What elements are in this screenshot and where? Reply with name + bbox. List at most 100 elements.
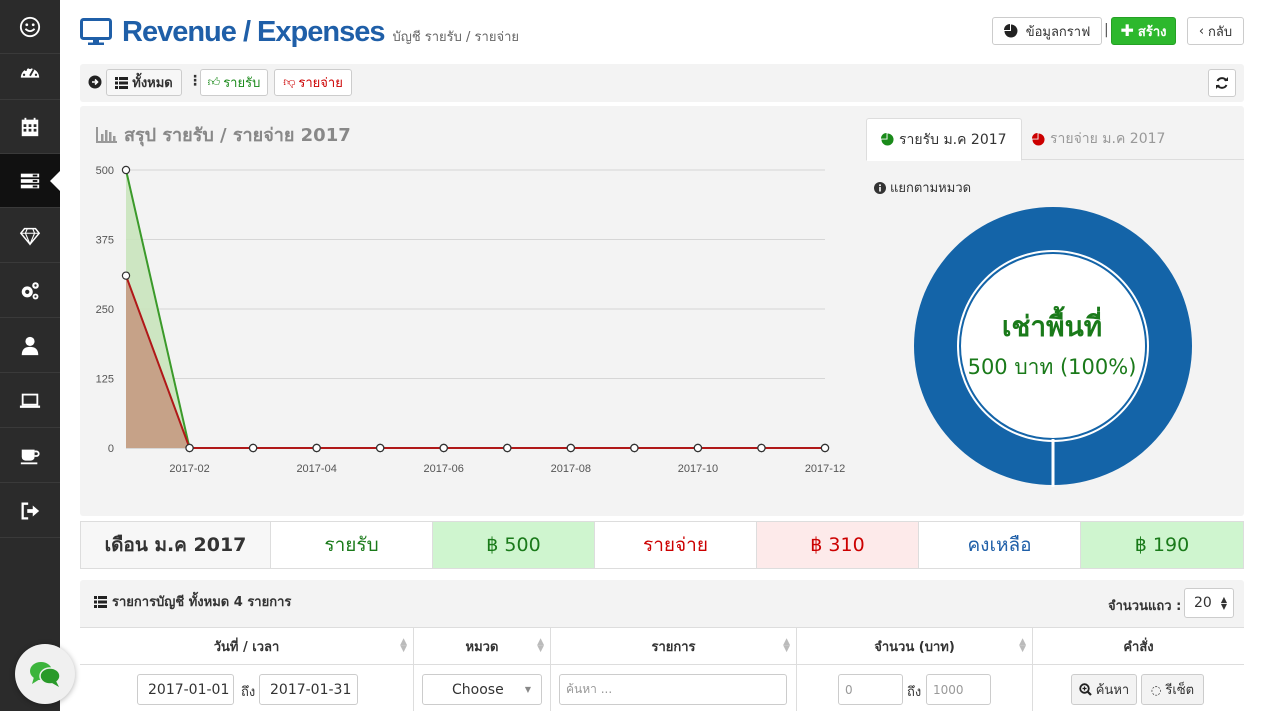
y-tick-label: 375: [96, 235, 114, 247]
data-point: [121, 271, 131, 280]
column-item[interactable]: รายการ ▲ ▼: [551, 628, 797, 664]
chart-title-text: สรุป รายรับ / รายจ่าย 2017: [124, 125, 351, 146]
header-divider: |: [1104, 22, 1109, 38]
search-button[interactable]: ค้นหา: [1071, 674, 1137, 705]
income-label: รายรับ: [271, 522, 433, 568]
info-icon: [874, 181, 886, 194]
filter-income-button[interactable]: 👍︎ รายรับ: [200, 69, 268, 96]
rows-per-page-select[interactable]: 20 ▲ ▼: [1184, 588, 1234, 618]
data-point: [820, 443, 830, 453]
sort-icon: ▲ ▼: [400, 637, 407, 654]
data-point: [439, 443, 448, 453]
filter-income-label: รายรับ: [223, 76, 261, 91]
sort-icon: ▲ ▼: [537, 637, 544, 654]
sidebar-item-diamond[interactable]: [0, 209, 60, 263]
filter-expense-button[interactable]: 👎︎ รายจ่าย: [274, 69, 352, 96]
revenue-expense-chart: 0 125 250 375 500 2017-02 2017-04 2017-06 2017-0…: [96, 165, 846, 475]
chart-title: สรุป รายรับ / รายจ่าย 2017: [96, 120, 351, 149]
chat-button[interactable]: [15, 644, 75, 704]
column-date[interactable]: วันที่ / เวลา ▲ ▼: [80, 628, 414, 664]
search-placeholder: ค้นหา ...: [566, 682, 613, 696]
sign-out-icon: [21, 502, 40, 519]
search-text-input[interactable]: ค้นหา ...: [559, 674, 787, 705]
date-to-separator: ถึง: [241, 685, 256, 700]
date-to-input[interactable]: 2017-01-31: [259, 674, 358, 705]
graph-data-button[interactable]: ข้อมูลกราฟ: [992, 17, 1102, 45]
balance-value: ฿ 190: [1081, 522, 1243, 568]
pie-chart-icon: [1003, 24, 1018, 38]
rows-per-page-value: 20: [1194, 595, 1212, 611]
pie-chart-icon: [881, 133, 894, 146]
sidebar-item-home[interactable]: [0, 0, 60, 54]
data-point: [566, 443, 576, 453]
list-icon: [94, 595, 107, 608]
tab-income[interactable]: รายรับ ม.ค 2017: [866, 118, 1022, 161]
x-tick-label: 2017-02: [169, 463, 209, 475]
plus-icon: ✚: [1120, 21, 1134, 40]
sidebar-item-laptop[interactable]: [0, 374, 60, 428]
sidebar-item-dashboard[interactable]: [0, 46, 60, 100]
diamond-icon: [19, 227, 41, 246]
spinner-icon: ◌: [1150, 682, 1162, 697]
graph-data-label: ข้อมูลกราฟ: [1025, 24, 1091, 40]
amount-to-placeholder: 1000: [933, 682, 964, 697]
rows-per-page-label: จำนวนแถว :: [1108, 599, 1182, 614]
data-point: [248, 443, 258, 453]
column-action: คำสั่ง: [1033, 628, 1244, 664]
reset-button-label: รีเซ็ต: [1165, 683, 1195, 698]
y-tick-label: 500: [96, 165, 114, 177]
x-tick-label: 2017-10: [678, 463, 718, 475]
data-point: [185, 443, 194, 453]
sidebar-item-accounts[interactable]: [0, 154, 60, 208]
x-tick-label: 2017-04: [296, 463, 336, 475]
filter-all-button[interactable]: ทั้งหมด: [106, 69, 182, 96]
y-tick-label: 125: [96, 374, 114, 386]
balance-label: คงเหลือ: [919, 522, 1081, 568]
month-label: เดือน ม.ค 2017: [81, 522, 271, 568]
series-line-1: [125, 275, 825, 449]
x-tick-label: 2017-06: [424, 463, 464, 475]
sidebar-item-user[interactable]: [0, 319, 60, 373]
amount-from-placeholder: 0: [845, 682, 853, 697]
pie-caption: แยกตามหมวด: [874, 177, 971, 198]
data-point: [757, 443, 766, 453]
y-tick-label: 0: [108, 443, 114, 455]
thumbs-down-icon: 👎︎: [283, 75, 296, 89]
data-point: [630, 443, 639, 453]
column-action-label: คำสั่ง: [1123, 639, 1154, 655]
reset-button[interactable]: ◌ รีเซ็ต: [1141, 674, 1204, 705]
sort-icon: ▲ ▼: [1220, 595, 1227, 611]
category-select-value: Choose: [452, 681, 504, 698]
tab-expense[interactable]: รายจ่าย ม.ค 2017: [1018, 118, 1179, 160]
sidebar-item-settings[interactable]: [0, 264, 60, 318]
arrow-circle-right-icon[interactable]: [88, 74, 102, 93]
refresh-icon: [1216, 77, 1228, 89]
amount-to-input[interactable]: 1000: [926, 674, 991, 705]
donut-category-name: เช่าพื้นที่: [1001, 310, 1103, 343]
date-from-input[interactable]: 2017-01-01: [137, 674, 234, 705]
monitor-icon: [80, 18, 112, 45]
category-select[interactable]: Choose ▼: [422, 674, 542, 705]
bar-chart-icon: [96, 126, 117, 143]
x-tick-label: 2017-08: [551, 463, 591, 475]
gears-icon: [21, 281, 39, 299]
column-category[interactable]: หมวด ▲ ▼: [414, 628, 551, 664]
back-button[interactable]: ‹ กลับ: [1187, 17, 1244, 45]
sidebar-item-coffee[interactable]: [0, 429, 60, 483]
back-label: กลับ: [1208, 24, 1233, 40]
chevron-left-icon: ‹: [1198, 23, 1205, 39]
pie-caption-text: แยกตามหมวด: [890, 181, 972, 196]
sidebar-item-calendar[interactable]: [0, 100, 60, 154]
smiley-icon: [19, 16, 41, 37]
sidebar-item-logout[interactable]: [0, 484, 60, 538]
coffee-icon: [20, 449, 40, 464]
page-title: Revenue / Expenses: [122, 15, 385, 48]
tab-income-label: รายรับ ม.ค 2017: [899, 131, 1007, 148]
laptop-icon: [19, 393, 41, 408]
pie-chart-icon: [1032, 132, 1045, 146]
amount-from-input[interactable]: 0: [838, 674, 903, 705]
refresh-button[interactable]: [1208, 69, 1236, 97]
list-title-text: รายการบัญชี ทั้งหมด 4 รายการ: [112, 595, 292, 610]
column-amount[interactable]: จำนวน (บาท) ▲ ▼: [797, 628, 1033, 664]
create-button[interactable]: ✚ สร้าง: [1111, 17, 1176, 45]
